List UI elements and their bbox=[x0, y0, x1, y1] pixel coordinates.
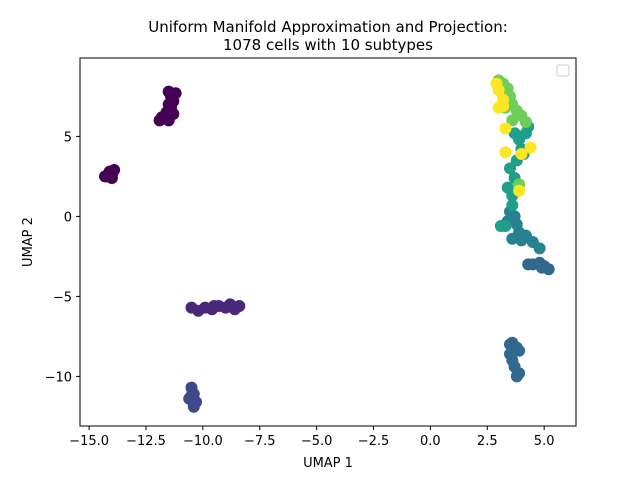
scatter-point-cluster-7-9 bbox=[510, 218, 523, 231]
x-tick-label-2: −10.0 bbox=[183, 434, 223, 449]
y-tick-label-0: −10 bbox=[45, 370, 72, 385]
scatter-point-cluster-2-5 bbox=[105, 172, 118, 184]
scatter-points bbox=[99, 74, 555, 413]
x-tick-label-4: −5.0 bbox=[301, 434, 333, 449]
scatter-point-cluster-4-5 bbox=[185, 389, 198, 402]
x-axis-ticks: −15.0 −12.5 −10.0 −7.5 −5.0 −2.5 0.0 2.5 5.0 bbox=[69, 426, 554, 449]
plot-area-frame bbox=[79, 57, 577, 427]
scatter-point-cluster-6-8 bbox=[504, 338, 516, 351]
x-tick-label-0: −15.0 bbox=[69, 434, 109, 449]
scatter-point-cluster-10-9 bbox=[524, 141, 537, 154]
x-tick-label-5: −2.5 bbox=[358, 434, 390, 449]
scatter-point-cluster-7-3 bbox=[533, 242, 546, 255]
scatter-point-cluster-8-3 bbox=[504, 162, 516, 175]
scatter-point-cluster-10-5 bbox=[515, 148, 528, 160]
scatter-point-cluster-5-4 bbox=[522, 258, 535, 271]
legend-box bbox=[556, 64, 570, 77]
scatter-point-cluster-8-10 bbox=[508, 127, 521, 140]
chart-title-line-2: 1078 cells with 10 subtypes bbox=[223, 36, 433, 54]
x-tick-label-1: −12.5 bbox=[126, 434, 166, 449]
scatter-point-cluster-8-13 bbox=[494, 220, 507, 232]
scatter-point-cluster-1-11 bbox=[169, 87, 182, 100]
scatter-point-cluster-9-7 bbox=[519, 116, 532, 128]
scatter-point-cluster-6-3 bbox=[513, 344, 526, 357]
scatter-point-cluster-9-10 bbox=[506, 114, 519, 127]
scatter-point-cluster-7-4 bbox=[506, 232, 519, 245]
scatter-point-cluster-5-5 bbox=[535, 261, 548, 274]
scatter-point-cluster-10-8 bbox=[492, 101, 505, 114]
scatter-point-cluster-10-6 bbox=[513, 184, 526, 197]
scatter-point-cluster-7-5 bbox=[515, 234, 528, 247]
y-axis-label: UMAP 2 bbox=[21, 217, 36, 267]
scatter-point-cluster-3-8 bbox=[233, 300, 246, 312]
x-tick-label-8: 5.0 bbox=[534, 434, 555, 449]
x-axis-label: UMAP 1 bbox=[303, 456, 353, 471]
x-tick-label-6: 0.0 bbox=[420, 434, 441, 449]
scatter-point-cluster-6-7 bbox=[510, 370, 523, 383]
scatter-point-cluster-8-5 bbox=[506, 199, 519, 212]
scatter-point-cluster-1-10 bbox=[155, 111, 168, 124]
y-tick-label-2: 0 bbox=[64, 210, 72, 225]
scatter-point-cluster-3-9 bbox=[208, 300, 221, 312]
chart-title-line-1: Uniform Manifold Approximation and Proje… bbox=[148, 18, 508, 36]
scatter-point-cluster-8-1 bbox=[501, 181, 514, 194]
y-tick-label-3: 5 bbox=[64, 130, 72, 145]
scatter-point-cluster-10-3 bbox=[499, 122, 512, 135]
y-tick-label-1: −5 bbox=[53, 290, 72, 305]
y-axis-ticks: −10 −5 0 5 bbox=[45, 130, 80, 385]
scatter-point-cluster-10-4 bbox=[499, 146, 512, 159]
x-tick-label-7: 2.5 bbox=[477, 434, 498, 449]
scatter-point-cluster-10-1 bbox=[492, 84, 505, 96]
scatter-point-cluster-4-4 bbox=[187, 400, 200, 413]
x-tick-label-3: −7.5 bbox=[244, 434, 276, 449]
